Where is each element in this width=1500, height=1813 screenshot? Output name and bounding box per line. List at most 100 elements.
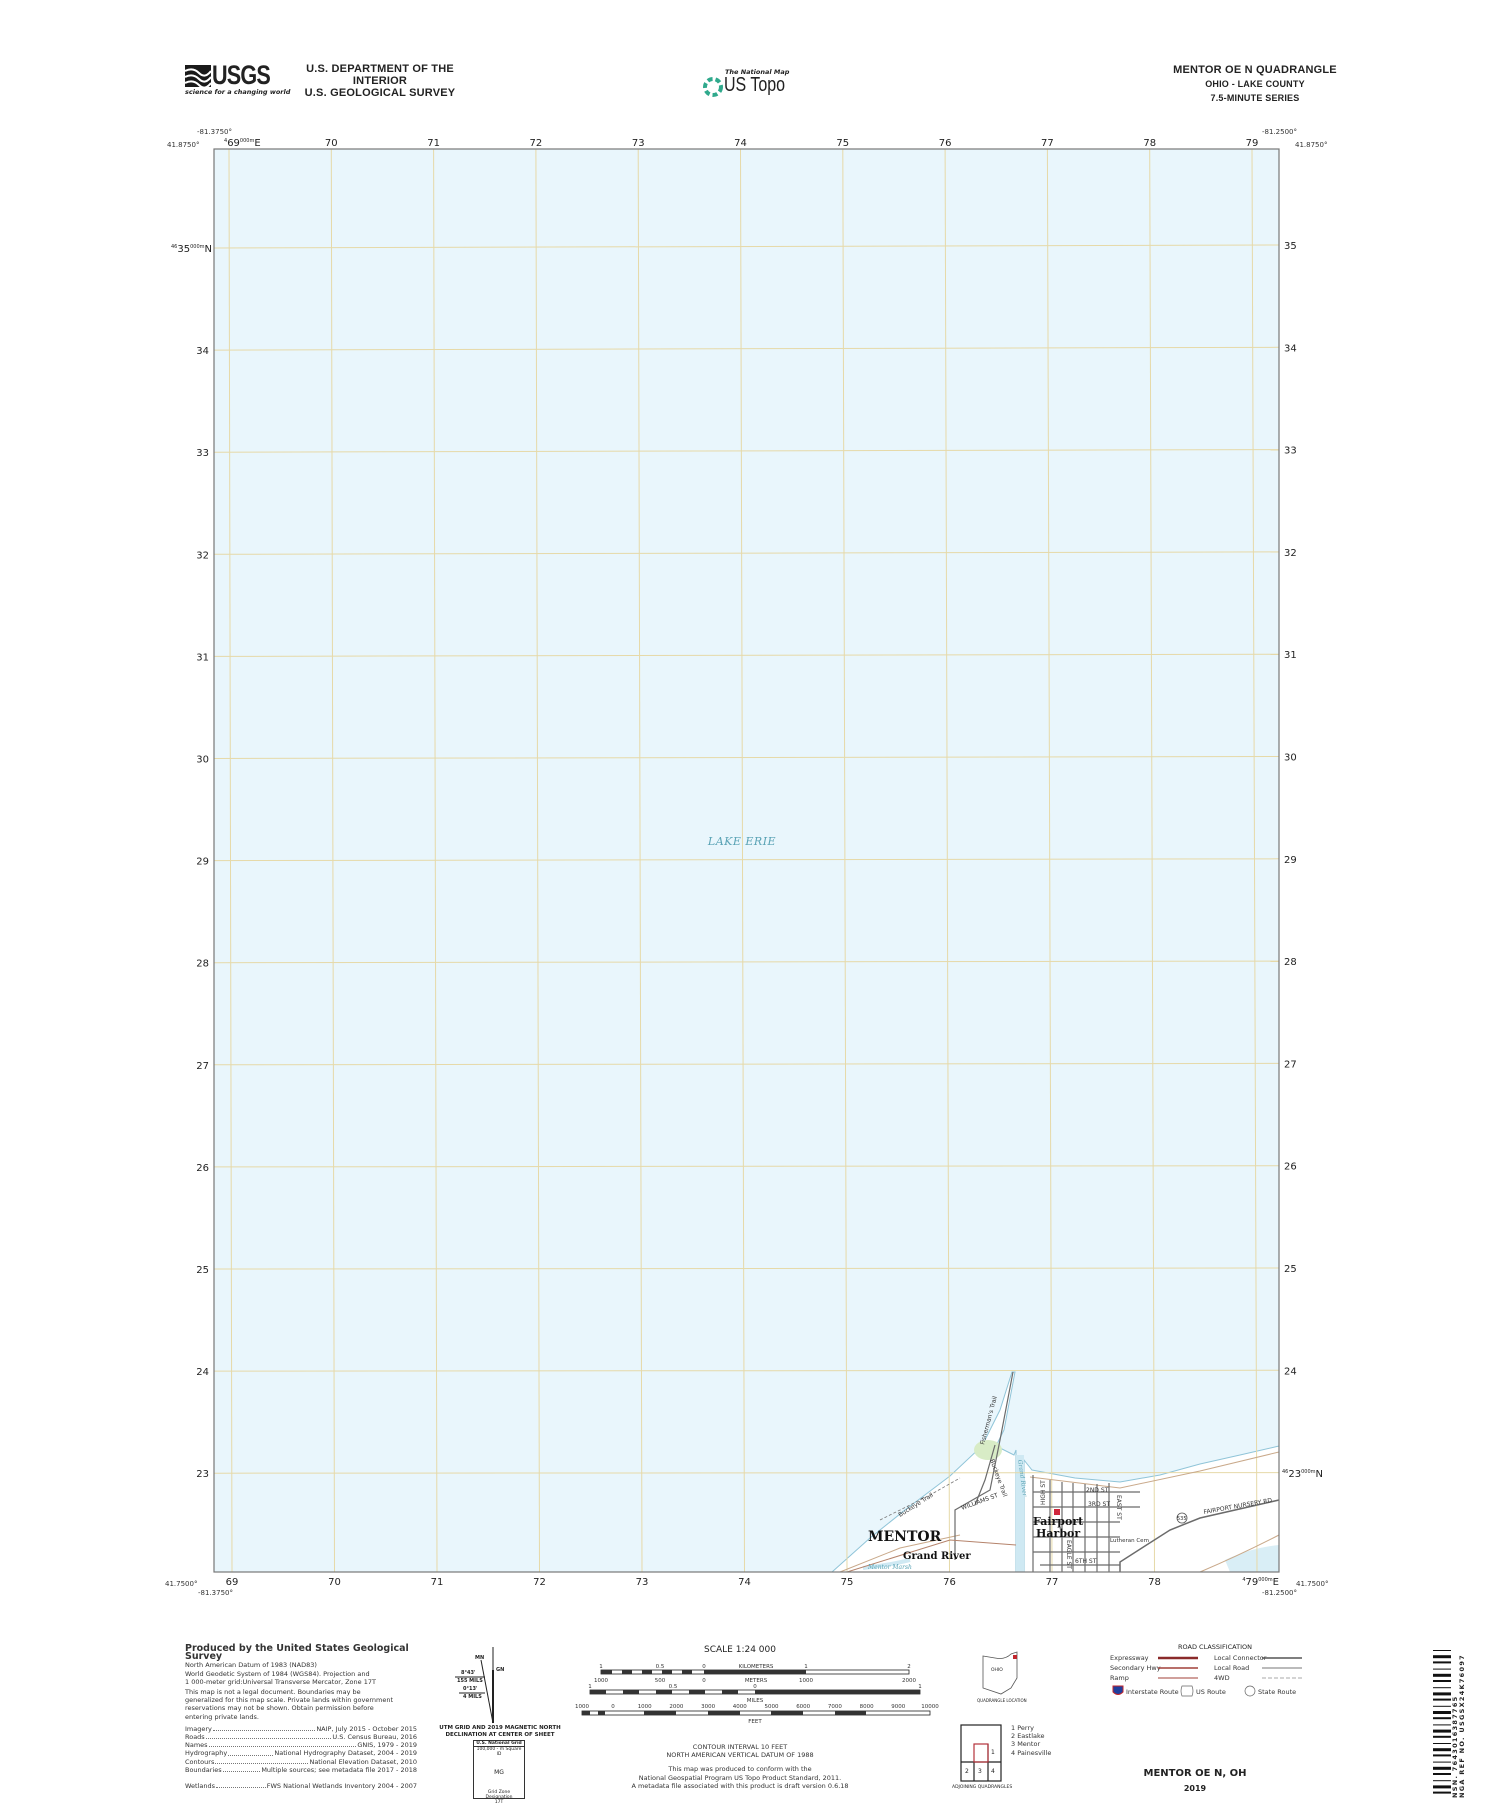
northing-label-left: 26 [196,1163,209,1174]
scale-tick-label: 1000 [638,1704,652,1710]
corner-coordinate: 41.7500° [165,1580,198,1588]
source-value: FWS National Wetlands Inventory 2004 - 2… [266,1782,417,1791]
source-label: Names [185,1741,208,1750]
grid-northing-line [213,1062,1280,1066]
grid-northing-line [213,653,1280,657]
grid-northing-line [213,551,1280,555]
grid-northing-line [213,449,1280,453]
scale-segment [708,1711,740,1715]
location-caption: QUADRANGLE LOCATION [977,1698,1027,1703]
scale-unit-label: KILOMETERS [739,1664,774,1670]
scale-segment [722,1690,738,1694]
disclaimer-line: generalized for this map scale. Private … [185,1696,394,1705]
source-row: Boundaries Multiple sources; see metadata… [185,1766,417,1774]
source-row: Names GNIS, 1979 - 2019 [185,1741,417,1749]
usgs-wave-icon [185,65,211,87]
road-label: 6TH ST [1075,1558,1097,1565]
northing-label-left: 30 [196,755,209,766]
usng-gzd: 17T [494,1800,504,1805]
source-label: Boundaries [185,1765,222,1774]
datum-line: North American Datum of 1983 (NAD83) [185,1661,317,1670]
usgs-tagline: science for a changing world [185,88,291,96]
barcode: NSN. 7643016387765 NGA REF NO. USGSX24K7… [1433,1650,1473,1800]
scale-tick-label: 7000 [828,1704,842,1710]
place-grand-river: Grand River [903,1551,971,1562]
quadrangle-title-block: MENTOR OE N QUADRANGLE OHIO - LAKE COUNT… [1145,63,1365,105]
easting-label-top: 72 [530,138,543,149]
northing-label-right: 30 [1284,753,1297,764]
adjoining-cell: 1 [991,1749,995,1756]
source-label: Hydrography [185,1749,228,1758]
source-value: National Elevation Dataset, 2010 [309,1757,417,1766]
road-network [954,1371,1280,1572]
scale-bar [581,1710,931,1716]
scale-segment [682,1670,692,1674]
quadrangle-state-county: OHIO - LAKE COUNTY [1205,79,1305,89]
convergence-angle: 0°13' [463,1686,478,1692]
northing-label-right: 27 [1284,1059,1297,1070]
northing-label-right: 28 [1284,957,1297,968]
barcode-bars [1433,1650,1451,1794]
scale-tick-label: 1000 [594,1678,608,1684]
grid-easting-line [1251,148,1258,1573]
easting-label-top: 77 [1041,138,1054,149]
road-label: 3RD ST [1088,1501,1110,1508]
corner-coordinate: 41.7500° [1296,1580,1329,1588]
northing-label-left: 31 [196,652,209,663]
easting-label-bottom: 71 [431,1577,444,1588]
contour-line [1199,1534,1280,1573]
scale-tick-label: 1 [804,1664,808,1670]
easting-label-bottom: 72 [533,1577,546,1588]
usng-title: U.S. National Grid [474,1741,524,1747]
source-value: GNIS, 1979 - 2019 [357,1741,417,1750]
road-symbols [1112,1656,1302,1697]
grid-northing-line [213,1369,1280,1372]
northing-label-first: 4635000mN [171,244,212,255]
northing-label-right: 31 [1284,650,1297,661]
grand-river-water [1016,1455,1024,1572]
source-label: Contours [185,1757,215,1766]
scale-tick-label: 1 [588,1684,592,1690]
scale-tick-label: 0 [702,1678,706,1684]
usng-box: U.S. National Grid 100,000 - m Square ID… [473,1740,525,1805]
road-label: HIGH ST [1040,1480,1047,1505]
us-topo-label: US Topo [724,74,786,96]
scale-segment [598,1711,605,1715]
declination-mils: 155 MILS [457,1678,483,1684]
scale-segment [644,1711,676,1715]
source-row: Hydrography National Hydrography Dataset,… [185,1749,417,1757]
disclaimer-line: reservations may not be shown. Obtain pe… [185,1704,374,1713]
northing-label-right: 29 [1284,855,1297,866]
legend-local-road: Local Road [1214,1664,1250,1672]
source-value: NAIP, July 2015 - October 2015 [316,1724,417,1733]
legend-state-route: State Route [1258,1688,1297,1696]
ohio-label: OHIO [991,1668,1003,1673]
grid-northing-line [213,244,1280,249]
magnetic-north-label: MN [475,1655,485,1661]
usgs-wordmark: USGS [212,60,271,90]
corner-coordinate: 41.8750° [1295,141,1328,149]
corner-coordinate: 41.8750° [167,141,200,149]
easting-label-bottom: 73 [636,1577,649,1588]
northing-label-left: 34 [196,346,209,357]
adjoining-cell: 3 [978,1768,982,1775]
vertical-datum: NORTH AMERICAN VERTICAL DATUM OF 1988 [666,1751,814,1760]
adjoining-caption: ADJOINING QUADRANGLES [952,1785,1013,1790]
scale-tick-label: 8000 [860,1704,874,1710]
adjoining-quadrangles: 1 2 3 4 1 Perry 2 Eastlake 3 Mentor 4 Pa… [952,1724,1100,1804]
state-route-circle-icon [1244,1685,1256,1697]
northing-label-left: 24 [196,1367,209,1378]
scale-segment [662,1670,672,1674]
corner-coordinate: -81.2500° [1262,1589,1297,1597]
department-block: U.S. DEPARTMENT OF THE INTERIOR U.S. GEO… [290,63,470,99]
scale-tick-label: 1000 [799,1678,813,1684]
legend-4wd: 4WD [1214,1674,1230,1682]
source-value: U.S. Census Bureau, 2016 [332,1733,417,1742]
scale-segment [582,1711,590,1715]
legend-secondary-hwy: Secondary Hwy [1110,1664,1161,1672]
source-row: Wetlands FWS National Wetlands Inventory … [185,1782,417,1790]
easting-label-top: 74 [734,138,747,149]
adjoining-name: 2 Eastlake [1011,1732,1045,1741]
